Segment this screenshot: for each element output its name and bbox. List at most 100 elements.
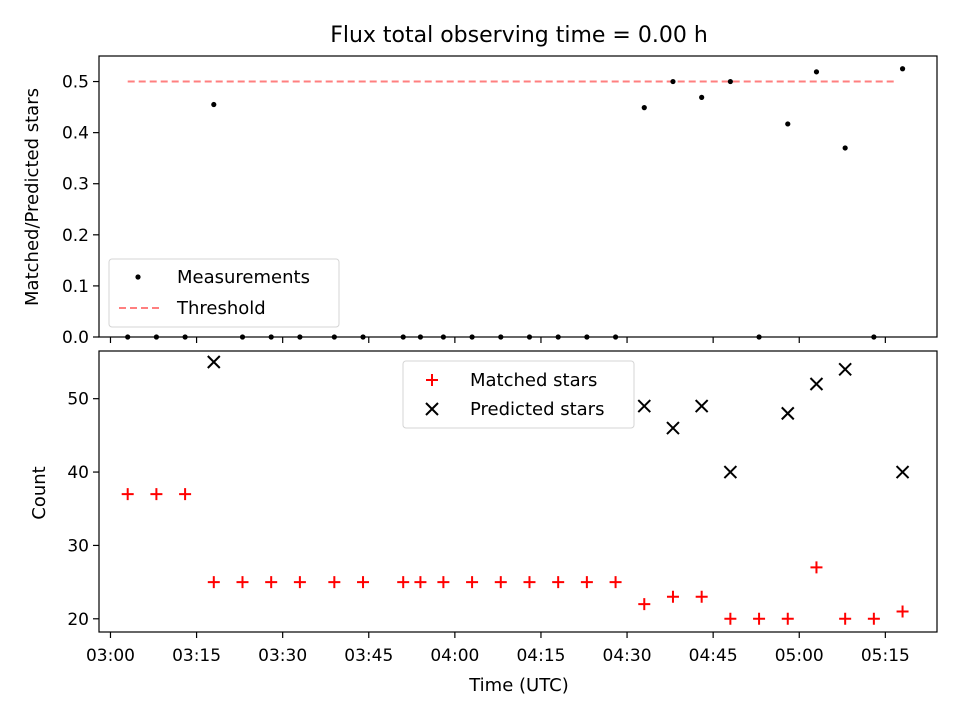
top-y-tick-label: 0.1: [62, 277, 89, 297]
bottom-x-ticks: 03:00 03:15 03:30 03:45 04:00 04:15 04:30 04:45…: [86, 632, 910, 666]
predicted-star-point: [666, 421, 680, 435]
top-y-tick-label: 0.2: [62, 226, 89, 246]
matched-star-point: [609, 576, 622, 589]
bottom-y-tick-label: 20: [67, 610, 89, 630]
bottom-subplot: Count Time (UTC) 20 30 40 50 03:00 03:15 03:3…: [29, 350, 938, 696]
top-y-tick-label: 0.5: [62, 73, 89, 93]
measurement-point: [239, 334, 246, 340]
top-y-tick-label: 0.4: [62, 124, 89, 144]
matched-star-point: [179, 488, 192, 501]
measurement-point: [871, 334, 877, 340]
measurement-point: [756, 334, 762, 340]
x-tick-label: 03:30: [258, 646, 307, 666]
matched-star-point: [414, 576, 427, 589]
matched-star-point: [523, 576, 536, 589]
matched-star-point: [580, 576, 593, 589]
bottom-legend: Matched stars Predicted stars: [402, 360, 635, 429]
matched-star-point: [724, 612, 737, 625]
measurement-point: [584, 334, 590, 340]
legend-predicted-label: Predicted stars: [470, 399, 604, 420]
chart-title: Flux total observing time = 0.00 h: [330, 23, 708, 48]
matched-star-point: [552, 576, 565, 589]
x-tick-label: 05:15: [861, 646, 910, 666]
predicted-star-point: [838, 362, 852, 377]
measurement-point: [400, 334, 406, 340]
legend-matched-marker: [426, 374, 438, 386]
measurement-point: [268, 334, 274, 340]
matched-star-point: [867, 612, 880, 625]
x-tick-label: 03:15: [172, 646, 221, 666]
x-tick-label: 04:15: [516, 646, 565, 666]
matched-star-point: [207, 576, 220, 589]
measurement-point: [842, 145, 848, 151]
legend-measurements-label: Measurements: [177, 267, 310, 288]
top-subplot: Matched/Predicted stars 0.00.10.20.30.40…: [22, 55, 938, 348]
measurement-point: [153, 334, 159, 340]
x-tick-label: 03:45: [344, 646, 393, 666]
measurement-point: [469, 334, 475, 340]
matched-star-point: [494, 576, 507, 589]
top-plot-frame: [98, 55, 938, 338]
bottom-y-axis-label: Count: [29, 466, 50, 519]
measurement-point: [440, 334, 446, 340]
measurement-point: [555, 334, 561, 340]
matched-star-point: [781, 612, 794, 625]
predicted-star-point: [781, 406, 795, 421]
legend-predicted-marker: [425, 402, 439, 416]
measurement-point: [498, 334, 504, 340]
bottom-y-ticks: 20 30 40 50: [67, 390, 99, 630]
matched-star-point: [466, 576, 479, 589]
top-legend-box: [108, 258, 340, 328]
bottom-y-tick-label: 30: [67, 536, 89, 556]
measurement-point: [612, 334, 619, 340]
top-y-axis-label: Matched/Predicted stars: [22, 88, 43, 306]
bottom-series: [121, 355, 910, 625]
measurement-point: [670, 78, 676, 85]
matched-star-point: [437, 576, 450, 589]
x-tick-label: 04:45: [689, 646, 738, 666]
measurement-point: [641, 105, 647, 111]
matched-star-point: [236, 576, 249, 589]
top-x-ticks: [109, 337, 886, 343]
matched-star-point: [839, 612, 852, 625]
predicted-star-point: [694, 399, 709, 413]
measurement-point: [727, 78, 733, 85]
bottom-legend-box: [402, 360, 635, 429]
matched-star-point: [121, 488, 134, 501]
matched-star-point: [357, 576, 370, 589]
predicted-star-point: [809, 377, 824, 391]
top-series: [125, 66, 906, 340]
measurement-point: [360, 334, 366, 340]
measurement-point: [526, 334, 533, 340]
matched-star-point: [666, 590, 679, 603]
measurement-point: [125, 334, 131, 340]
measurement-point: [211, 101, 217, 108]
bottom-y-tick-label: 50: [67, 390, 89, 410]
matched-star-point: [638, 598, 651, 611]
bottom-y-tick-label: 40: [67, 463, 89, 483]
measurement-point: [785, 121, 791, 127]
matched-star-point: [695, 590, 708, 603]
x-tick-label: 05:00: [775, 646, 824, 666]
matched-star-point: [150, 488, 163, 501]
matched-star-point: [896, 605, 909, 618]
matched-star-point: [810, 561, 823, 574]
legend-matched-label: Matched stars: [470, 370, 597, 391]
predicted-star-point: [723, 465, 738, 479]
legend-measurements-marker: [135, 274, 141, 280]
matched-star-point: [328, 576, 341, 589]
measurement-point: [331, 334, 337, 340]
matched-star-point: [293, 576, 306, 589]
matched-star-point: [265, 576, 278, 589]
x-tick-label: 04:30: [603, 646, 652, 666]
measurement-point: [182, 334, 188, 340]
measurement-point: [899, 66, 906, 72]
matched-star-point: [397, 576, 410, 589]
x-tick-label: 03:00: [86, 646, 135, 666]
predicted-star-point: [895, 465, 910, 479]
predicted-star-point: [207, 355, 221, 369]
measurement-point: [813, 69, 820, 75]
bottom-plot-frame: [98, 350, 938, 633]
x-tick-label: 04:00: [430, 646, 479, 666]
